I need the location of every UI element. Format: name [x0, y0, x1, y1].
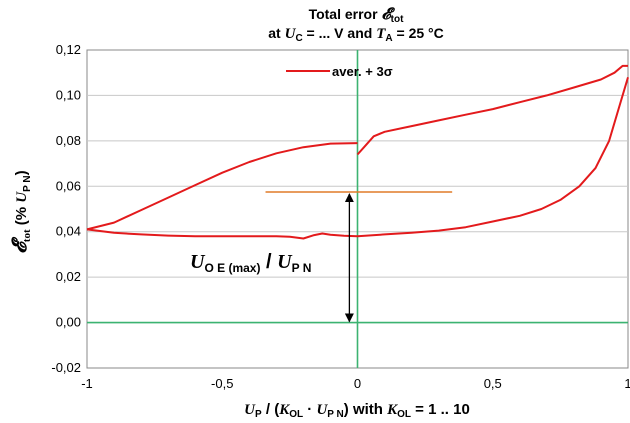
y-tick-label: 0,12 [56, 42, 81, 57]
y-axis-label: 𝓔tot (% UP N) [9, 170, 33, 253]
y-tick-label: 0,08 [56, 133, 81, 148]
chart-title: Total error 𝓔tot [309, 6, 404, 25]
annotation-layer [265, 191, 453, 323]
annotation-label: UO E (max) / UP N [190, 251, 311, 275]
x-tick-label: -0,5 [211, 376, 233, 391]
x-tick-label: 1 [624, 376, 630, 391]
x-axis-label: UP / (KOL · UP N) with KOL = 1 .. 10 [244, 401, 470, 420]
x-tick-label: 0 [354, 376, 361, 391]
legend: aver. + 3σ [286, 64, 393, 79]
series-line-segment [86, 142, 358, 231]
chart-subtitle: at UC = ... V and TA = 25 °C [268, 25, 444, 44]
zero-lines [87, 50, 628, 368]
y-tick-label: 0,04 [56, 224, 81, 239]
y-tick-label: 0,10 [56, 87, 81, 102]
x-tick-label: -1 [81, 376, 93, 391]
x-tick-label: 0,5 [484, 376, 502, 391]
legend-label: aver. + 3σ [332, 64, 393, 79]
y-tick-label: 0,06 [56, 178, 81, 193]
y-tick-label: -0,02 [51, 360, 81, 375]
x-axis-ticks: -1 -0,5 0 0,5 1 [81, 376, 630, 391]
y-axis-ticks: -0,02 0,00 0,02 0,04 0,06 0,08 0,10 0,12 [51, 42, 81, 375]
y-tick-label: 0,00 [56, 315, 81, 330]
y-tick-label: 0,02 [56, 269, 81, 284]
series-line-segment [356, 64, 628, 156]
